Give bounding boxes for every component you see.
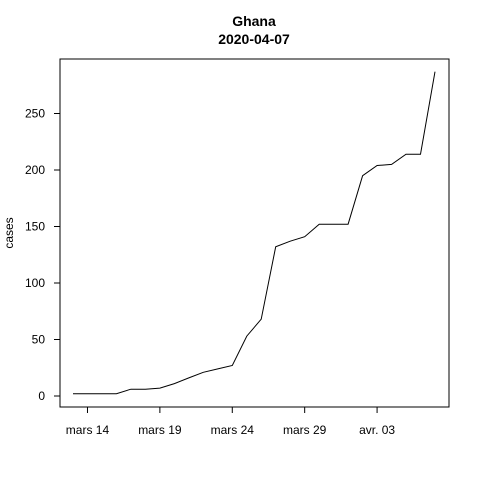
- y-tick-label: 50: [32, 333, 46, 347]
- series-line-cases: [73, 71, 436, 395]
- x-tick-label: mars 24: [211, 423, 255, 437]
- y-axis-label: cases: [2, 217, 16, 248]
- y-tick-label: 150: [25, 220, 45, 234]
- y-tick-label: 250: [25, 107, 45, 121]
- x-axis: mars 14 mars 19 mars 24 mars 29 avr. 03: [66, 406, 395, 437]
- y-tick-label: 0: [38, 389, 45, 403]
- y-axis: 0 50 100 150 200 250: [25, 107, 61, 403]
- chart-title: Ghana: [232, 13, 276, 29]
- x-tick-label: mars 29: [283, 423, 327, 437]
- x-tick-label: avr. 03: [359, 423, 395, 437]
- y-tick-label: 100: [25, 276, 45, 290]
- y-tick-label: 200: [25, 163, 45, 177]
- plot-frame: [59, 58, 450, 408]
- chart-subtitle: 2020-04-07: [218, 31, 290, 47]
- x-tick-label: mars 19: [138, 423, 182, 437]
- x-tick-label: mars 14: [66, 423, 110, 437]
